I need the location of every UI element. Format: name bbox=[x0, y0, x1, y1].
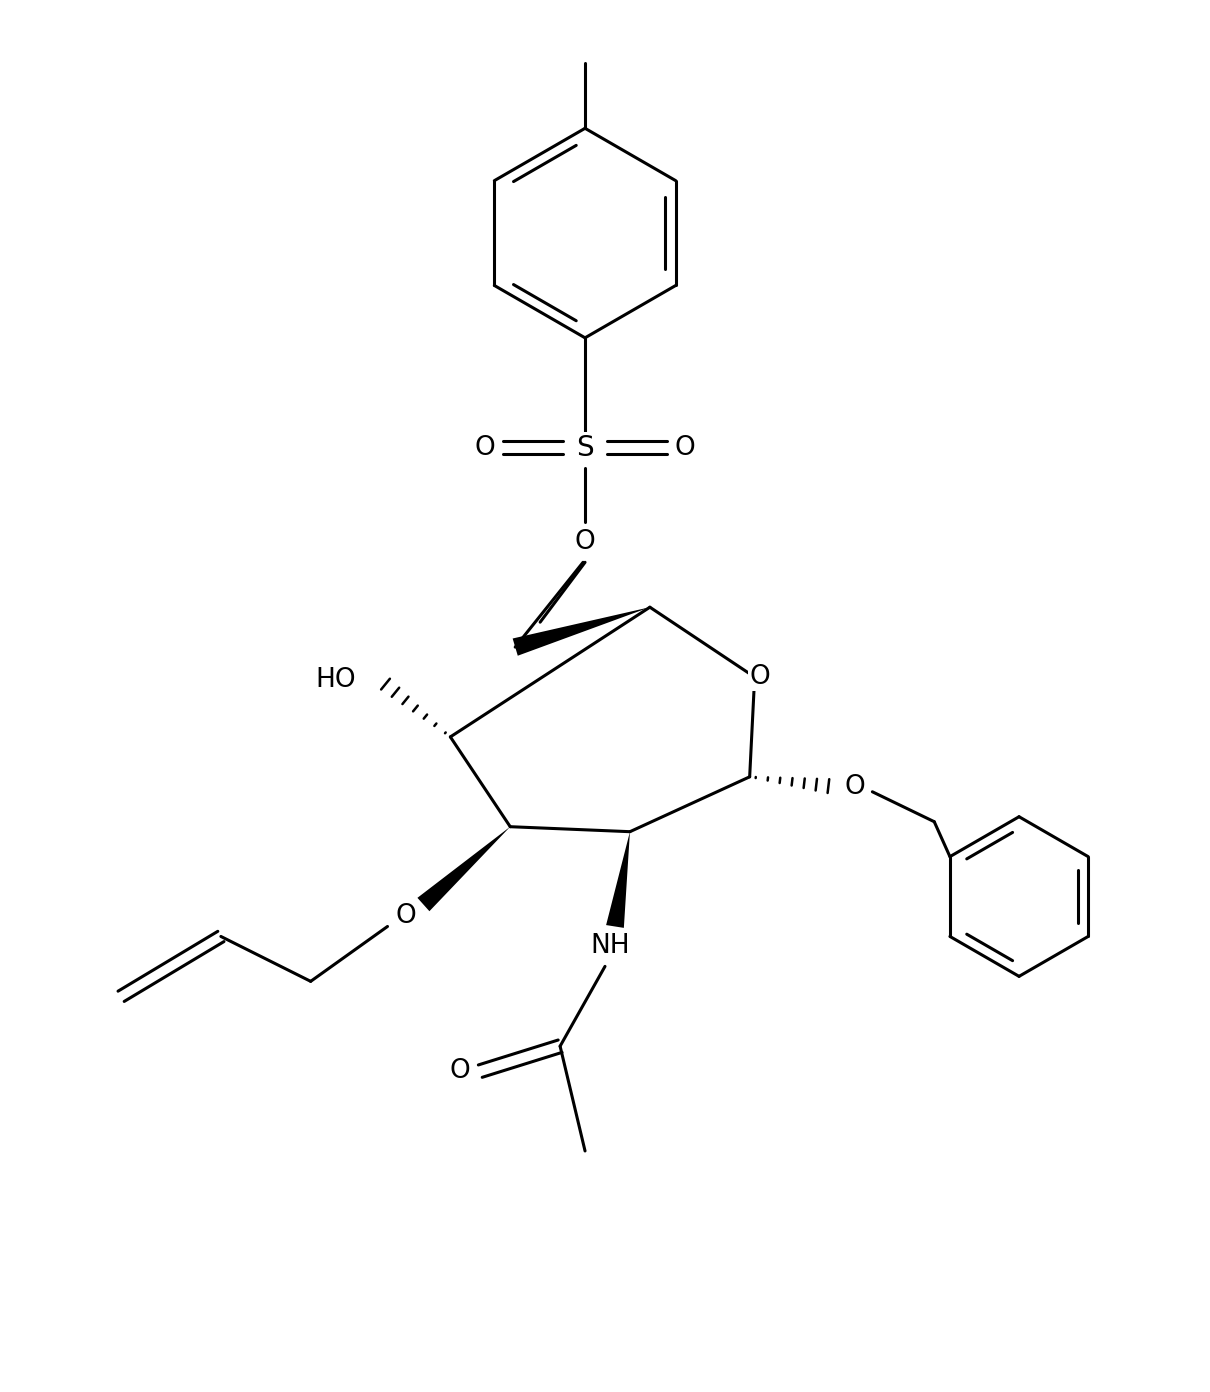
Text: S: S bbox=[576, 433, 594, 462]
Text: O: O bbox=[396, 903, 416, 930]
Text: O: O bbox=[674, 434, 696, 461]
Text: O: O bbox=[450, 1058, 471, 1084]
Text: O: O bbox=[845, 774, 865, 800]
Text: O: O bbox=[575, 529, 595, 555]
Text: O: O bbox=[474, 434, 496, 461]
Text: NH: NH bbox=[590, 934, 629, 959]
Text: O: O bbox=[749, 664, 770, 690]
Polygon shape bbox=[417, 827, 511, 912]
Polygon shape bbox=[606, 831, 630, 928]
Text: HO: HO bbox=[316, 667, 356, 693]
Polygon shape bbox=[513, 607, 650, 656]
